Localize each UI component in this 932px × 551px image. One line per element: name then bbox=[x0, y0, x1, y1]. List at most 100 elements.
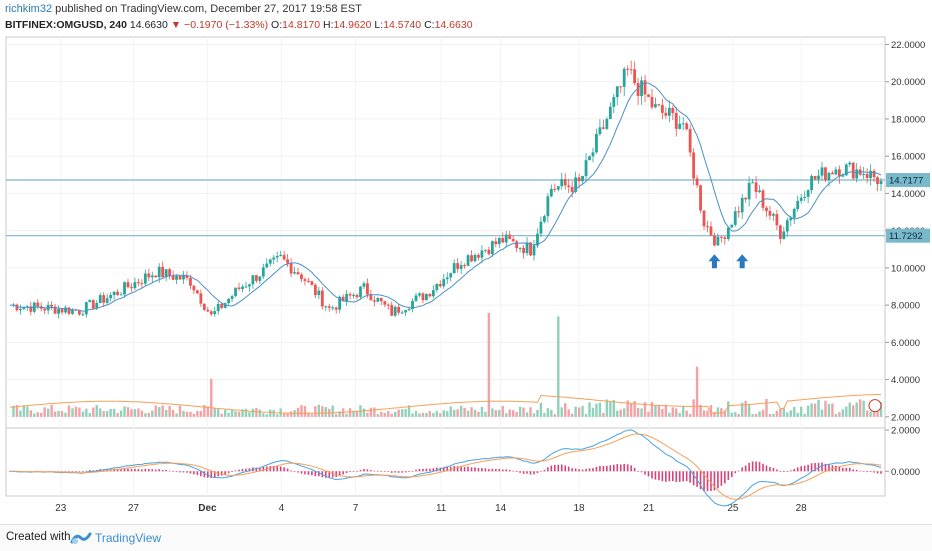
candle-body bbox=[29, 306, 33, 312]
macd-histogram-bar bbox=[436, 467, 438, 472]
candle-body bbox=[761, 190, 765, 208]
macd-histogram-bar bbox=[429, 468, 431, 472]
author-link[interactable]: richkim32 bbox=[5, 3, 53, 15]
macd-histogram-bar bbox=[786, 471, 789, 472]
volume-bar bbox=[199, 410, 203, 417]
macd-histogram-bar bbox=[161, 469, 164, 472]
candle-body bbox=[327, 306, 331, 308]
volume-bar bbox=[289, 411, 293, 417]
candle-body bbox=[553, 188, 557, 190]
symbol-label[interactable]: BITFINEX:OMGUSD, 240 bbox=[5, 19, 127, 31]
volume-bar bbox=[345, 413, 348, 417]
price-chart[interactable]: 2.00004.00006.00008.000010.000012.000014… bbox=[0, 0, 932, 524]
candle-body bbox=[320, 290, 324, 307]
last-price: 14.6630 bbox=[129, 19, 168, 31]
macd-histogram-bar bbox=[814, 462, 816, 472]
macd-histogram-bar bbox=[474, 467, 476, 472]
macd-histogram-bar bbox=[706, 471, 709, 492]
macd-histogram-bar bbox=[276, 466, 278, 472]
candle-body bbox=[178, 275, 182, 280]
macd-histogram-bar bbox=[689, 471, 691, 483]
volume-bar bbox=[623, 408, 626, 417]
candle-body bbox=[459, 265, 463, 269]
candle-body bbox=[202, 303, 206, 310]
chart-header: richkim32 published on TradingView.com, … bbox=[0, 0, 932, 36]
candle-body bbox=[581, 175, 584, 182]
price-change: ▼ −0.1970 (−1.33%) bbox=[170, 19, 269, 31]
candle-body bbox=[598, 127, 602, 135]
volume-bar bbox=[400, 409, 404, 417]
candle-body bbox=[341, 296, 345, 302]
macd-histogram-bar bbox=[744, 465, 747, 472]
macd-histogram-bar bbox=[800, 466, 802, 472]
volume-bar bbox=[751, 414, 754, 417]
volume-bar bbox=[428, 411, 432, 417]
macd-histogram-bar bbox=[810, 463, 813, 472]
candle-body bbox=[366, 283, 369, 295]
candle-body bbox=[230, 296, 234, 299]
volume-bar bbox=[498, 409, 501, 417]
candle-body bbox=[282, 255, 286, 260]
macd-histogram-bar bbox=[789, 470, 792, 472]
tradingview-brand-link[interactable]: TradingView bbox=[95, 531, 162, 545]
macd-histogram-bar bbox=[613, 464, 615, 472]
candle-body bbox=[758, 190, 761, 192]
volume-bar bbox=[675, 408, 678, 417]
macd-histogram-bar bbox=[272, 465, 275, 472]
macd-histogram-bar bbox=[366, 469, 369, 472]
macd-histogram-bar bbox=[852, 469, 855, 472]
candle-body bbox=[584, 160, 588, 176]
volume-bar bbox=[234, 411, 237, 417]
tradingview-logo-icon[interactable] bbox=[70, 530, 92, 546]
macd-histogram-bar bbox=[238, 469, 240, 472]
volume-bar bbox=[189, 411, 192, 417]
macd-histogram-bar bbox=[793, 468, 796, 472]
macd-histogram-bar bbox=[751, 461, 754, 472]
macd-histogram-bar bbox=[495, 469, 497, 472]
candle-body bbox=[421, 293, 425, 301]
candle-body bbox=[588, 156, 591, 161]
candle-body bbox=[456, 263, 460, 269]
macd-histogram-bar bbox=[141, 469, 143, 472]
macd-histogram-bar bbox=[151, 469, 154, 472]
macd-histogram-bar bbox=[380, 471, 383, 472]
candle-body bbox=[248, 284, 251, 287]
volume-bar bbox=[602, 412, 605, 417]
volume-bar bbox=[758, 411, 761, 417]
candle-body bbox=[261, 267, 265, 277]
candle-body bbox=[112, 291, 116, 295]
volume-bar bbox=[803, 413, 806, 417]
macd-histogram-bar bbox=[68, 471, 70, 472]
volume-bar bbox=[671, 407, 674, 417]
volume-bar bbox=[456, 409, 459, 417]
volume-bar bbox=[723, 410, 727, 417]
macd-histogram-bar bbox=[220, 471, 223, 476]
candle-body bbox=[119, 294, 123, 296]
volume-bar bbox=[525, 412, 529, 417]
macd-histogram-bar bbox=[470, 467, 473, 472]
volume-bar bbox=[217, 409, 220, 417]
candle-body bbox=[865, 173, 869, 179]
volume-bar bbox=[40, 412, 43, 417]
volume-bar bbox=[595, 403, 598, 417]
macd-histogram-bar bbox=[817, 462, 820, 472]
candle-body bbox=[733, 211, 737, 225]
macd-histogram-bar bbox=[422, 468, 424, 472]
macd-histogram-bar bbox=[186, 471, 188, 473]
volume-bar bbox=[553, 414, 557, 417]
volume-bar bbox=[369, 407, 373, 417]
candle-body bbox=[508, 234, 512, 240]
macd-histogram-bar bbox=[807, 464, 809, 472]
volume-bar bbox=[140, 410, 144, 417]
volume-bar bbox=[452, 409, 456, 417]
volume-bar bbox=[518, 406, 522, 417]
volume-bar bbox=[223, 409, 227, 417]
volume-bar bbox=[678, 412, 681, 417]
candle-body bbox=[466, 255, 470, 266]
macd-histogram-bar bbox=[318, 471, 320, 477]
macd-histogram-bar bbox=[172, 471, 174, 472]
candle-body bbox=[473, 255, 477, 262]
x-tick-label: 7 bbox=[353, 503, 359, 514]
macd-histogram-bar bbox=[189, 471, 192, 474]
candle-body bbox=[633, 69, 637, 84]
